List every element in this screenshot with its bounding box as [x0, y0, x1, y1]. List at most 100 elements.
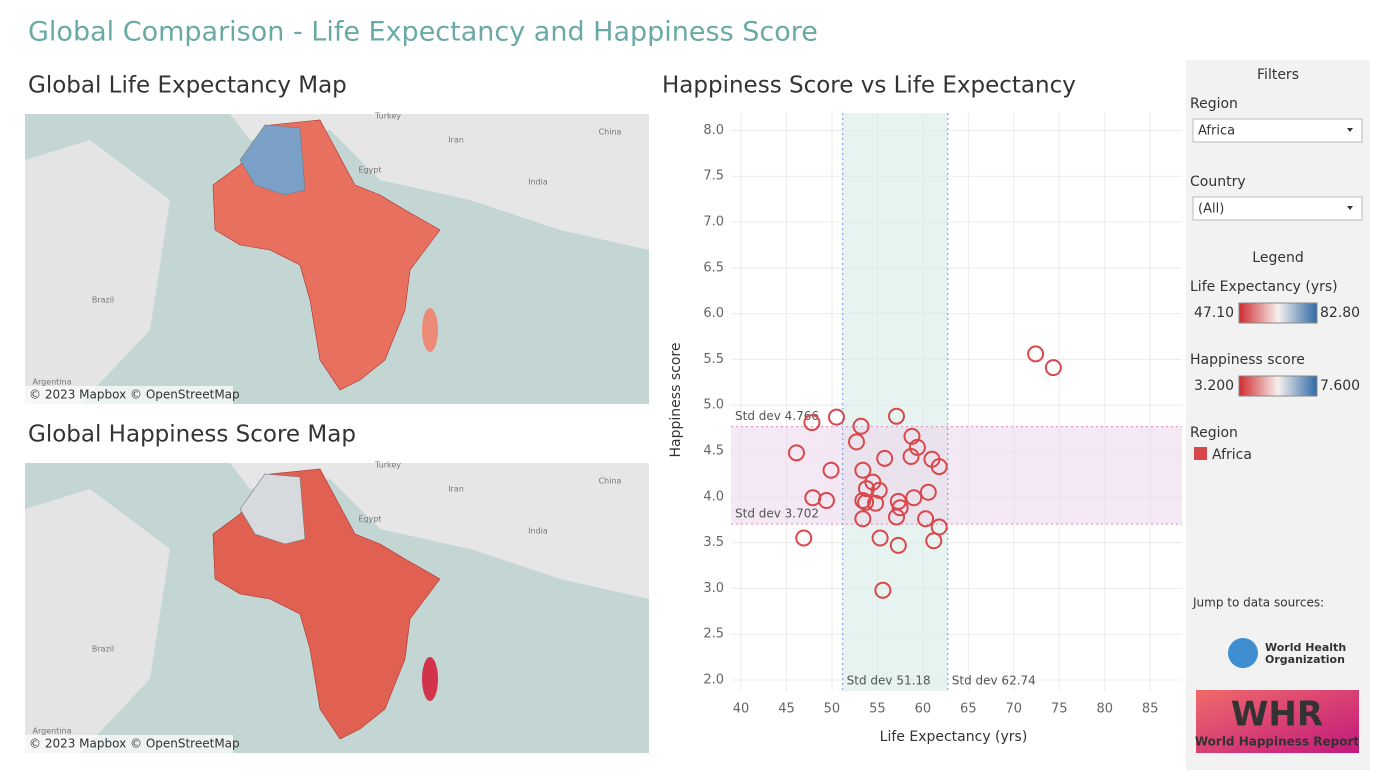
land [230, 463, 649, 599]
point [1027, 345, 1045, 363]
point [887, 407, 905, 425]
whr-mark: WHR [1231, 695, 1323, 735]
point [891, 499, 909, 517]
place-label: China [599, 477, 622, 486]
point [1044, 359, 1062, 377]
x-tick-label: 65 [960, 702, 977, 717]
whr-name: World Happiness Report [1195, 735, 1360, 749]
ref-label: Std dev 3.702 [735, 507, 819, 521]
point [854, 491, 872, 509]
point [847, 433, 865, 451]
legend-min: 47.10 [1194, 305, 1234, 321]
map-title: Global Life Expectancy Map [28, 73, 347, 99]
point [874, 581, 892, 599]
place-label: Iran [448, 485, 464, 494]
point [917, 510, 935, 528]
map-title: Global Happiness Score Map [28, 422, 356, 448]
y-tick-label: 3.0 [703, 581, 724, 596]
chart-title: Happiness Score vs Life Expectancy [662, 73, 1076, 99]
country-dropdown[interactable] [1192, 196, 1363, 221]
x-std-band [842, 113, 948, 691]
region-dropdown[interactable] [1192, 118, 1363, 143]
point [822, 461, 840, 479]
filter-label: Region [1190, 96, 1238, 112]
y-tick-label: 5.5 [703, 352, 724, 367]
point [803, 414, 821, 432]
map-credit: © 2023 Mapbox © OpenStreetMap [29, 388, 240, 402]
dashboard-title: Global Comparison - Life Expectancy and … [28, 17, 818, 48]
dropdown-value: Africa [1198, 124, 1235, 139]
point [902, 448, 920, 466]
color-ramp [1238, 302, 1318, 324]
dropdown-arrow [1347, 128, 1353, 132]
credit-bg [25, 735, 233, 753]
who-logo[interactable] [1228, 638, 1258, 668]
point [867, 494, 885, 512]
place-label: China [599, 128, 622, 137]
point [817, 491, 835, 509]
place-label: Brazil [92, 296, 114, 305]
point [930, 458, 948, 476]
point [905, 489, 923, 507]
place-label: Brazil [92, 645, 114, 654]
place-label: Egypt [358, 515, 381, 524]
who-name[interactable]: Organization [1265, 653, 1345, 666]
x-tick-label: 80 [1096, 702, 1113, 717]
madagascar [422, 308, 438, 352]
x-tick-label: 55 [869, 702, 886, 717]
y-tick-label: 2.5 [703, 627, 724, 642]
ref-label: Std dev 62.74 [952, 674, 1036, 688]
point [871, 529, 889, 547]
y-tick-label: 6.0 [703, 306, 724, 321]
y-tick-label: 3.5 [703, 535, 724, 550]
legend-label: Life Expectancy (yrs) [1190, 279, 1338, 295]
dropdown-value: (All) [1198, 202, 1224, 217]
ref-label: Std dev 51.18 [847, 674, 931, 688]
point [857, 493, 875, 511]
who-name[interactable]: World Health [1265, 641, 1346, 654]
point [787, 444, 805, 462]
y-tick-label: 7.5 [703, 169, 724, 184]
whr-logo[interactable] [1196, 690, 1359, 753]
land [25, 489, 170, 753]
point [925, 532, 943, 550]
y-tick-label: 7.0 [703, 215, 724, 230]
point [852, 417, 870, 435]
y-tick-label: 8.0 [703, 123, 724, 138]
filter-label: Country [1190, 174, 1246, 190]
filters-title: Filters [1257, 67, 1299, 83]
place-label: India [528, 527, 548, 536]
place-label: Argentina [32, 378, 71, 387]
point [903, 427, 921, 445]
y-tick-label: 6.5 [703, 260, 724, 275]
point [919, 483, 937, 501]
x-axis-label: Life Expectancy (yrs) [880, 729, 1028, 745]
point [870, 481, 888, 499]
x-tick-label: 45 [778, 702, 795, 717]
place-label: Iran [448, 136, 464, 145]
x-tick-label: 40 [733, 702, 750, 717]
legend-label: Region [1190, 425, 1238, 441]
legend-max: 82.80 [1320, 305, 1360, 321]
credit-bg [25, 386, 233, 404]
color-ramp [1238, 375, 1318, 397]
legend-label: Happiness score [1190, 352, 1305, 368]
ref-label: Std dev 4.766 [735, 409, 819, 423]
sources-label: Jump to data sources: [1192, 596, 1324, 610]
place-label: Argentina [32, 727, 71, 736]
land [25, 140, 170, 404]
map-credit: © 2023 Mapbox © OpenStreetMap [29, 737, 240, 751]
place-label: India [528, 178, 548, 187]
y-axis-label: Happiness score [668, 343, 684, 458]
y-tick-label: 5.0 [703, 398, 724, 413]
legend-max: 7.600 [1320, 378, 1360, 394]
place-label: Egypt [358, 166, 381, 175]
land [230, 114, 649, 250]
place-label: Turkey [374, 112, 401, 121]
madagascar [422, 657, 438, 701]
x-tick-label: 85 [1142, 702, 1159, 717]
point [854, 510, 872, 528]
point [889, 536, 907, 554]
